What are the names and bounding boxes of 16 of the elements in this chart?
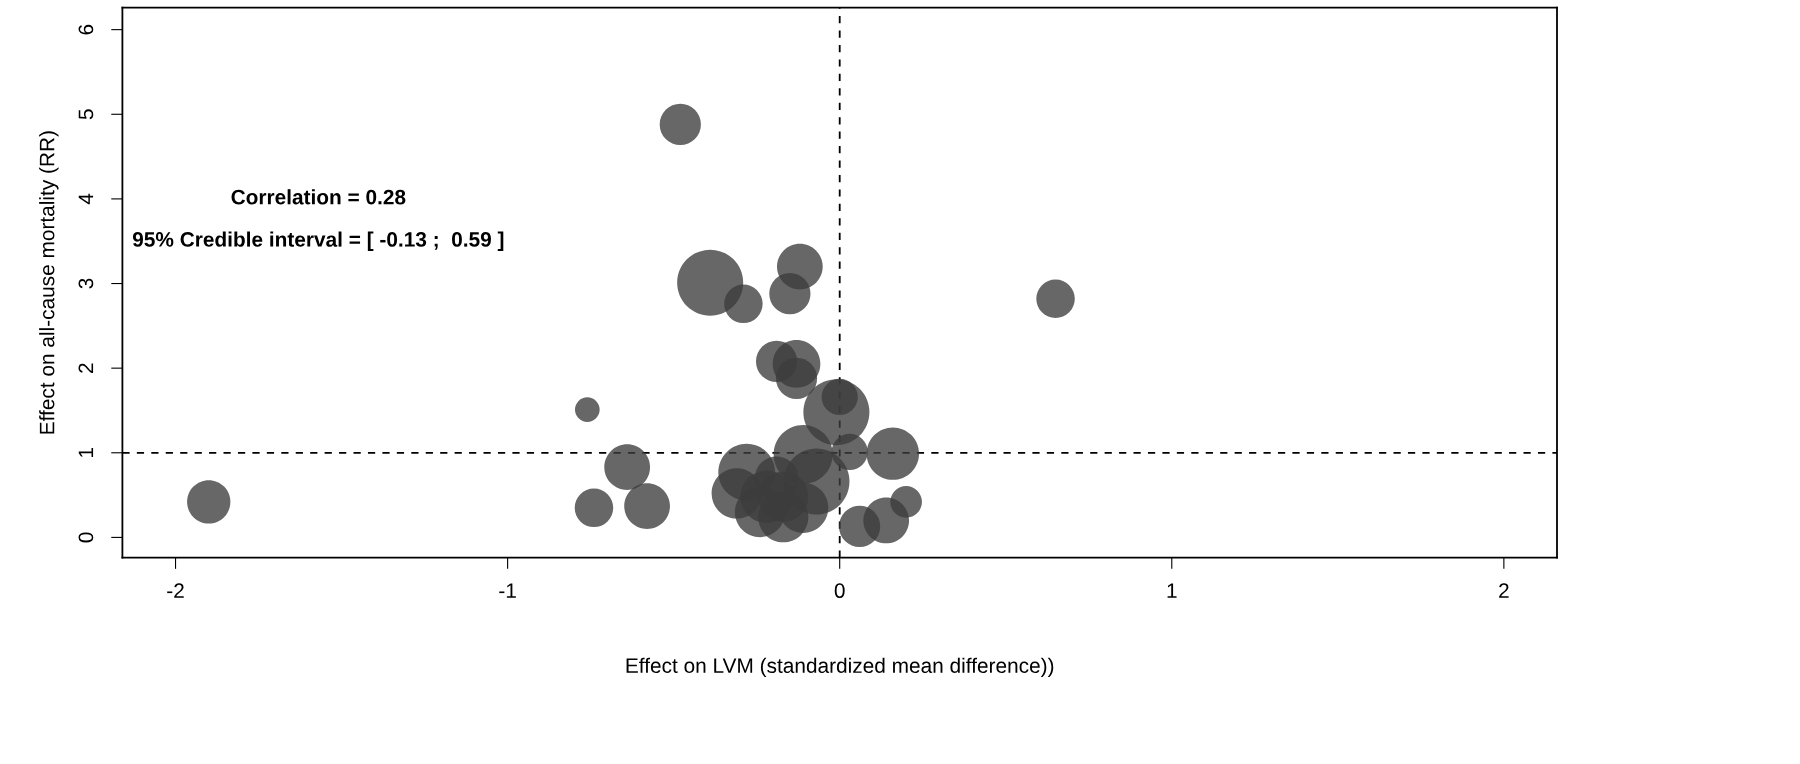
annotation: Correlation = 0.28 [231, 189, 406, 205]
y-tick-label: 2 [78, 363, 94, 373]
x-tick-label: 0 [834, 583, 845, 599]
x-tick-label: -1 [499, 583, 516, 598]
x-axis-title: Effect on LVM (standardized mean difference)) [626, 657, 1054, 678]
y-tick-label: 3 [78, 278, 94, 289]
y-axis-title: Effect on all-cause mortality (RR) [39, 131, 59, 434]
y-tick-label: 6 [78, 24, 94, 35]
y-tick-label: 5 [78, 109, 94, 120]
y-tick-label: 0 [78, 532, 94, 543]
y-tick-label: 1 [78, 448, 94, 457]
x-tick-label: -2 [167, 583, 184, 598]
x-tick-label: 2 [1499, 583, 1509, 598]
annotation: 95% Credible interval = [ -0.13 ; 0.59 ] [132, 231, 504, 251]
y-tick-label: 4 [78, 193, 94, 205]
x-tick-label: 1 [1167, 583, 1177, 598]
